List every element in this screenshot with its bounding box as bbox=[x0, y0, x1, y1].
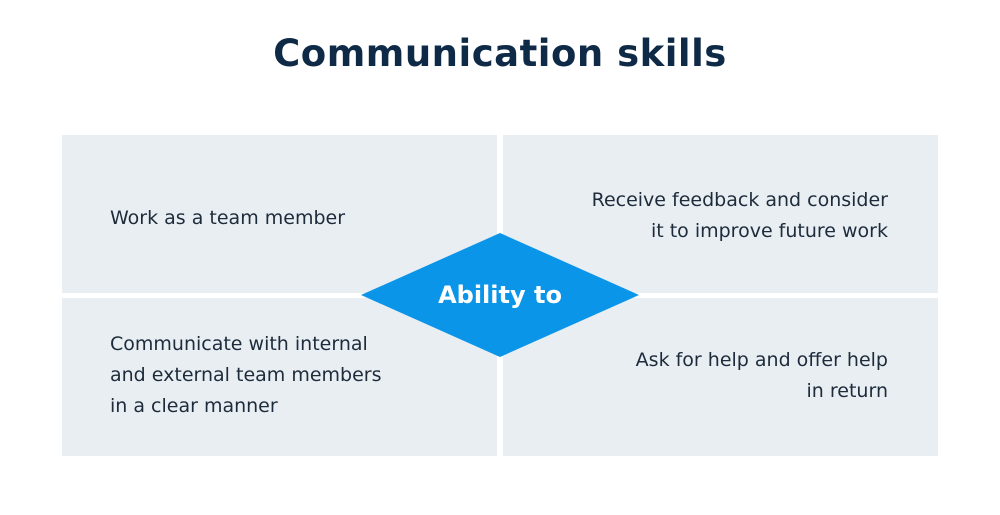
quadrant-text: Ask for help and offer help in return bbox=[635, 349, 888, 402]
quadrant-top-right: Receive feedback and consider it to impr… bbox=[503, 135, 938, 293]
quadrant-bottom-left: Communicate with internal and external t… bbox=[62, 298, 497, 456]
page-title: Communication skills bbox=[273, 32, 727, 75]
quadrant-bottom-right: Ask for help and offer help in return bbox=[503, 298, 938, 456]
quadrant-text: Receive feedback and consider it to impr… bbox=[591, 189, 888, 242]
quadrant-text: Communicate with internal and external t… bbox=[110, 333, 382, 417]
diamond-shape bbox=[361, 233, 639, 357]
quadrant-top-left: Work as a team member bbox=[62, 135, 497, 293]
quadrant-text: Work as a team member bbox=[110, 207, 346, 229]
center-label: Ability to bbox=[438, 281, 562, 309]
center-diamond bbox=[361, 233, 639, 357]
